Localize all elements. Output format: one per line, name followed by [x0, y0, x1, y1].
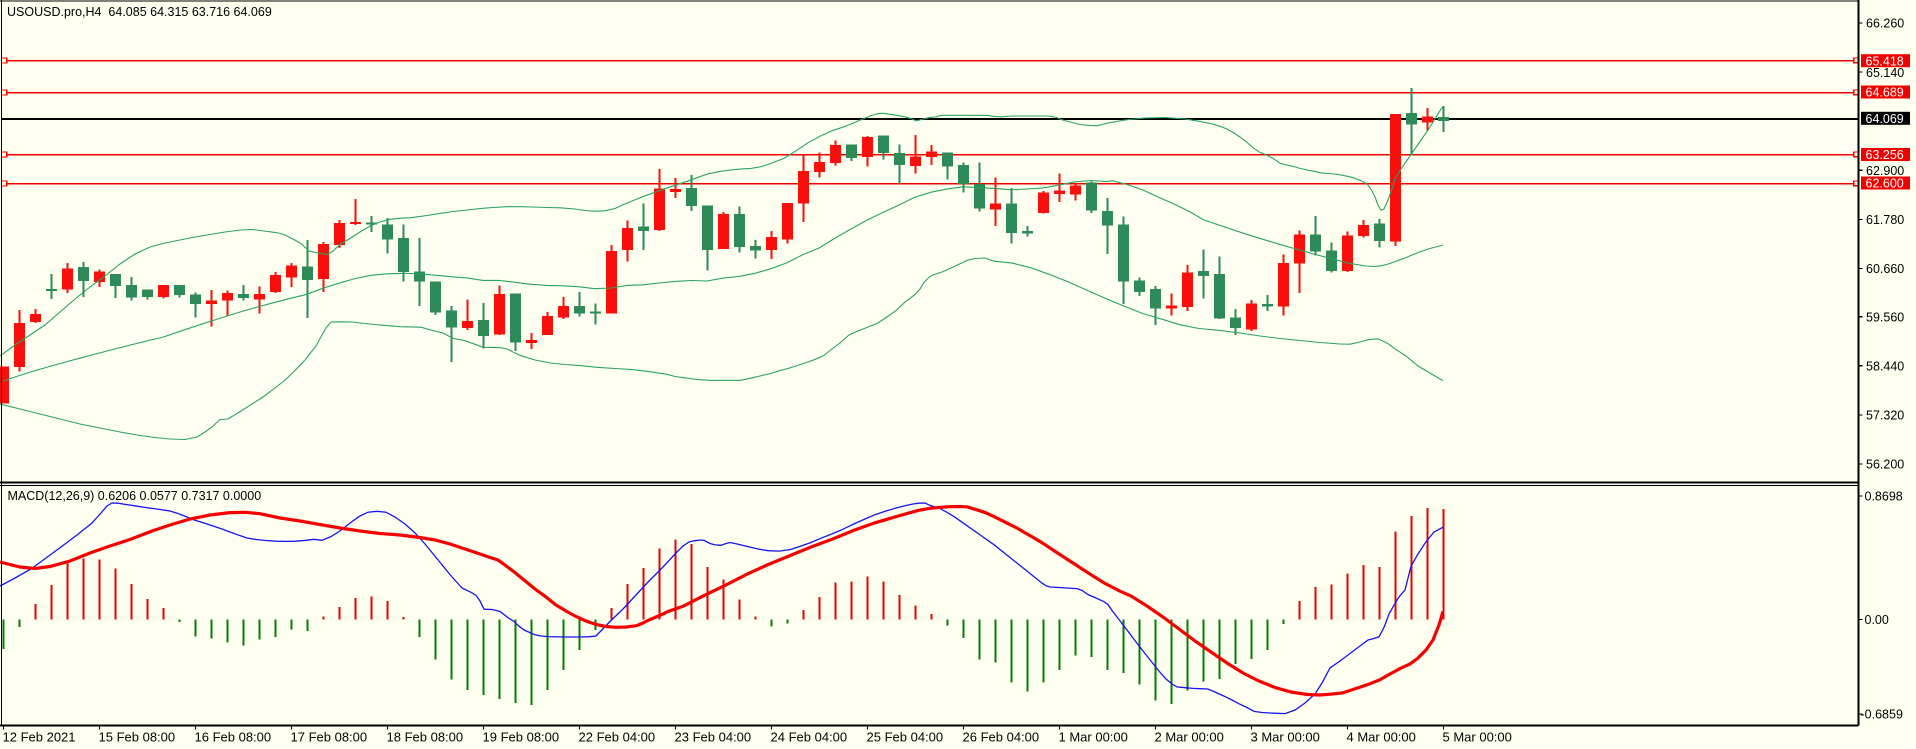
svg-text:16 Feb 08:00: 16 Feb 08:00	[195, 730, 272, 745]
svg-text:12 Feb 2021: 12 Feb 2021	[3, 730, 76, 745]
svg-text:22 Feb 04:00: 22 Feb 04:00	[579, 730, 656, 745]
svg-text:64.689: 64.689	[1866, 86, 1904, 100]
svg-text:5 Mar 00:00: 5 Mar 00:00	[1443, 730, 1512, 745]
svg-text:57.320: 57.320	[1866, 409, 1904, 423]
svg-text:65.140: 65.140	[1866, 66, 1904, 80]
svg-text:62.900: 62.900	[1866, 164, 1904, 178]
svg-text:59.560: 59.560	[1866, 310, 1904, 324]
svg-text:0.8698: 0.8698	[1865, 490, 1903, 504]
svg-text:0.00: 0.00	[1865, 613, 1889, 627]
svg-text:60.660: 60.660	[1866, 262, 1904, 276]
svg-text:-0.6859: -0.6859	[1861, 708, 1903, 722]
svg-text:2 Mar 00:00: 2 Mar 00:00	[1155, 730, 1224, 745]
svg-text:3 Mar 00:00: 3 Mar 00:00	[1251, 730, 1320, 745]
svg-text:18 Feb 08:00: 18 Feb 08:00	[387, 730, 464, 745]
svg-text:MACD(12,26,9) 0.6206 0.0577 0.: MACD(12,26,9) 0.6206 0.0577 0.7317 0.000…	[8, 489, 262, 503]
svg-text:65.418: 65.418	[1866, 54, 1904, 68]
svg-text:58.440: 58.440	[1866, 360, 1904, 374]
svg-text:17 Feb 08:00: 17 Feb 08:00	[291, 730, 368, 745]
svg-text:63.256: 63.256	[1866, 148, 1904, 162]
svg-text:56.200: 56.200	[1866, 458, 1904, 472]
svg-text:62.600: 62.600	[1866, 177, 1904, 191]
svg-text:66.260: 66.260	[1866, 17, 1904, 31]
svg-text:1 Mar 00:00: 1 Mar 00:00	[1059, 730, 1128, 745]
svg-text:26 Feb 04:00: 26 Feb 04:00	[963, 730, 1040, 745]
svg-text:64.069: 64.069	[1866, 112, 1904, 126]
svg-text:4 Mar 00:00: 4 Mar 00:00	[1347, 730, 1416, 745]
svg-text:15 Feb 08:00: 15 Feb 08:00	[99, 730, 176, 745]
svg-text:61.780: 61.780	[1866, 213, 1904, 227]
svg-text:25 Feb 04:00: 25 Feb 04:00	[867, 730, 944, 745]
svg-text:24 Feb 04:00: 24 Feb 04:00	[771, 730, 848, 745]
svg-text:23 Feb 04:00: 23 Feb 04:00	[675, 730, 752, 745]
svg-text:19 Feb 08:00: 19 Feb 08:00	[483, 730, 560, 745]
svg-text:USOUSD.pro,H4 64.085 64.315 6: USOUSD.pro,H4 64.085 64.315 63.716 64.06…	[7, 5, 272, 19]
